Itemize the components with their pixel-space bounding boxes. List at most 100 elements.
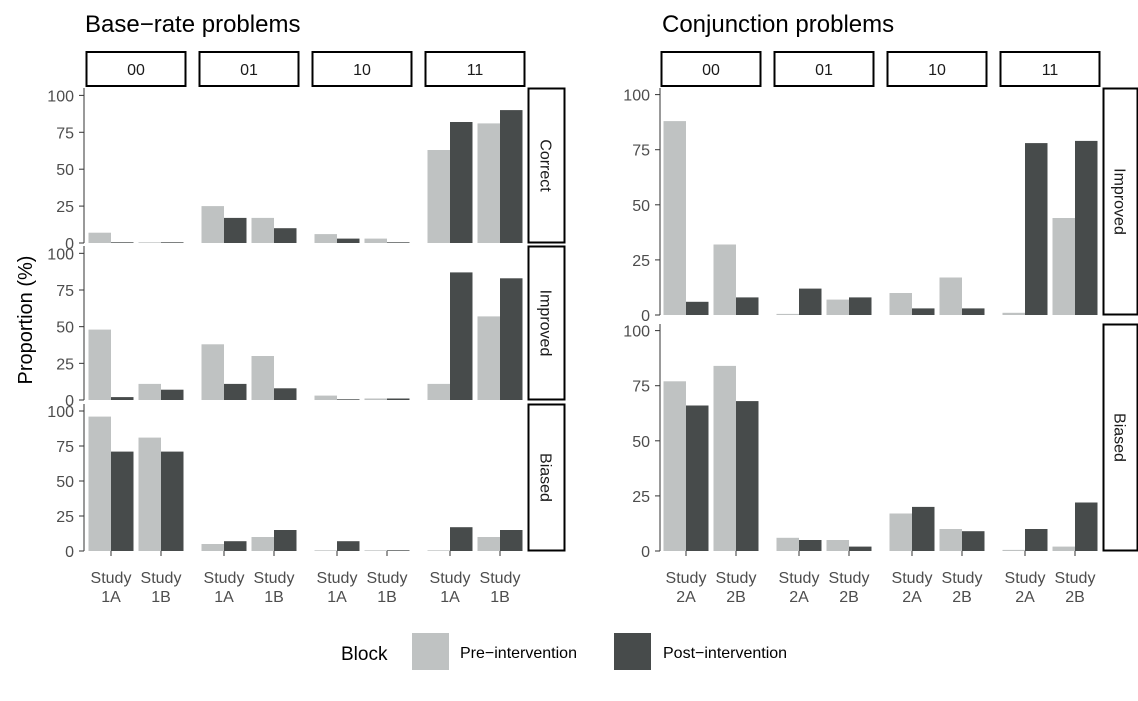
row-strip: [527, 87, 566, 244]
row-strip: [1102, 323, 1138, 552]
chart-1: Conjunction problems 00 01 10 11 Improved 0 25 5…: [623, 11, 1138, 606]
y-tick-label: 0: [65, 544, 74, 561]
bar-post: [799, 540, 822, 551]
bar-post: [1025, 143, 1048, 315]
bar-pre: [713, 244, 736, 315]
x-tick-label-line: Study: [829, 570, 870, 587]
x-tick-label: Study 1A: [204, 570, 245, 606]
x-tick-label-line: Study: [367, 570, 408, 587]
x-tick-label-line: 1A: [327, 589, 347, 606]
legend-title: Block: [341, 644, 388, 665]
y-tick-label: 100: [623, 88, 650, 105]
row-strip-label: Biased: [537, 453, 554, 502]
bar-pre: [1002, 549, 1025, 551]
bar-post: [912, 308, 935, 315]
bar-pre: [826, 299, 849, 315]
row-strip-label: Correct: [537, 139, 554, 192]
x-tick-label-line: 1A: [440, 589, 460, 606]
x-tick-label-line: 1B: [151, 589, 171, 606]
column-strip: [886, 51, 988, 87]
x-tick-label-line: 2B: [839, 589, 859, 606]
bar-post: [224, 541, 247, 551]
column-strip-label: 00: [702, 62, 720, 79]
y-tick-label: 50: [56, 474, 74, 491]
x-tick-label-line: 2A: [902, 589, 922, 606]
bar-post: [387, 398, 410, 400]
y-tick-label: 25: [56, 199, 74, 216]
x-tick-label-line: 2A: [676, 589, 696, 606]
y-tick-label: 50: [632, 198, 650, 215]
x-tick-label-line: Study: [716, 570, 757, 587]
bar-pre: [1052, 546, 1075, 551]
y-tick-label: 75: [56, 439, 74, 456]
bar-post: [161, 451, 184, 551]
bar-post: [337, 541, 360, 551]
x-tick-label-line: Study: [779, 570, 820, 587]
y-tick-label: 0: [641, 308, 650, 325]
y-tick-label: 75: [632, 379, 650, 396]
column-strip-label: 10: [928, 62, 946, 79]
row-strip-label: Improved: [537, 290, 554, 357]
y-tick-label: 0: [65, 393, 74, 410]
x-tick-label-line: Study: [942, 570, 983, 587]
bar-post: [274, 388, 297, 400]
bar-post: [1075, 140, 1098, 315]
column-strip-label: 01: [815, 62, 833, 79]
bar-post: [111, 451, 134, 551]
legend-label-post: Post−intervention: [663, 645, 787, 662]
bar-post: [161, 389, 184, 400]
x-tick-label-line: 2A: [1015, 589, 1035, 606]
column-strip-label: 11: [467, 62, 484, 79]
bar-post: [500, 278, 523, 400]
bar-post: [849, 297, 872, 315]
x-tick-label: Study 2A: [892, 570, 933, 606]
bar-pre: [939, 277, 962, 315]
y-tick-label: 50: [56, 162, 74, 179]
bar-pre: [201, 206, 224, 243]
y-tick-label: 75: [56, 283, 74, 300]
bar-post: [450, 122, 473, 243]
column-strip-label: 00: [127, 62, 145, 79]
legend-label-pre: Pre−intervention: [460, 645, 577, 662]
x-tick-label-line: Study: [204, 570, 245, 587]
y-tick-label: 50: [56, 320, 74, 337]
x-tick-label-line: 1B: [377, 589, 397, 606]
bar-pre: [713, 365, 736, 551]
bar-pre: [364, 550, 387, 551]
bar-post: [686, 301, 709, 315]
chart-title: Conjunction problems: [662, 11, 894, 38]
column-strip: [773, 51, 875, 87]
bar-pre: [663, 121, 686, 315]
bar-post: [111, 242, 134, 243]
bar-pre: [138, 437, 161, 551]
bar-post: [736, 297, 759, 315]
y-tick-label: 25: [632, 489, 650, 506]
legend-swatch-post: [614, 633, 651, 670]
bar-pre: [889, 513, 912, 551]
column-strip-label: 11: [1042, 62, 1059, 79]
bar-post: [1075, 502, 1098, 551]
column-strip: [311, 51, 413, 87]
x-tick-label-line: 1B: [490, 589, 510, 606]
x-tick-label: Study 2A: [779, 570, 820, 606]
y-tick-label: 25: [632, 253, 650, 270]
x-tick-label: Study 1A: [91, 570, 132, 606]
bar-post: [387, 242, 410, 243]
y-tick-label: 25: [56, 356, 74, 373]
bar-pre: [427, 550, 450, 551]
column-strip: [999, 51, 1101, 87]
y-tick-label: 100: [47, 88, 74, 105]
x-tick-label: Study 1B: [141, 570, 182, 606]
x-tick-label: Study 1B: [367, 570, 408, 606]
x-tick-label-line: 2B: [726, 589, 746, 606]
column-strip-label: 10: [353, 62, 371, 79]
bar-pre: [88, 232, 111, 243]
y-axis-label: Proportion (%): [15, 256, 37, 385]
bar-pre: [314, 234, 337, 243]
bar-post: [799, 288, 822, 315]
x-tick-label: Study 2B: [942, 570, 983, 606]
y-tick-label: 75: [56, 125, 74, 142]
x-tick-label-line: Study: [317, 570, 358, 587]
x-tick-label-line: Study: [1005, 570, 1046, 587]
x-tick-label-line: Study: [892, 570, 933, 587]
